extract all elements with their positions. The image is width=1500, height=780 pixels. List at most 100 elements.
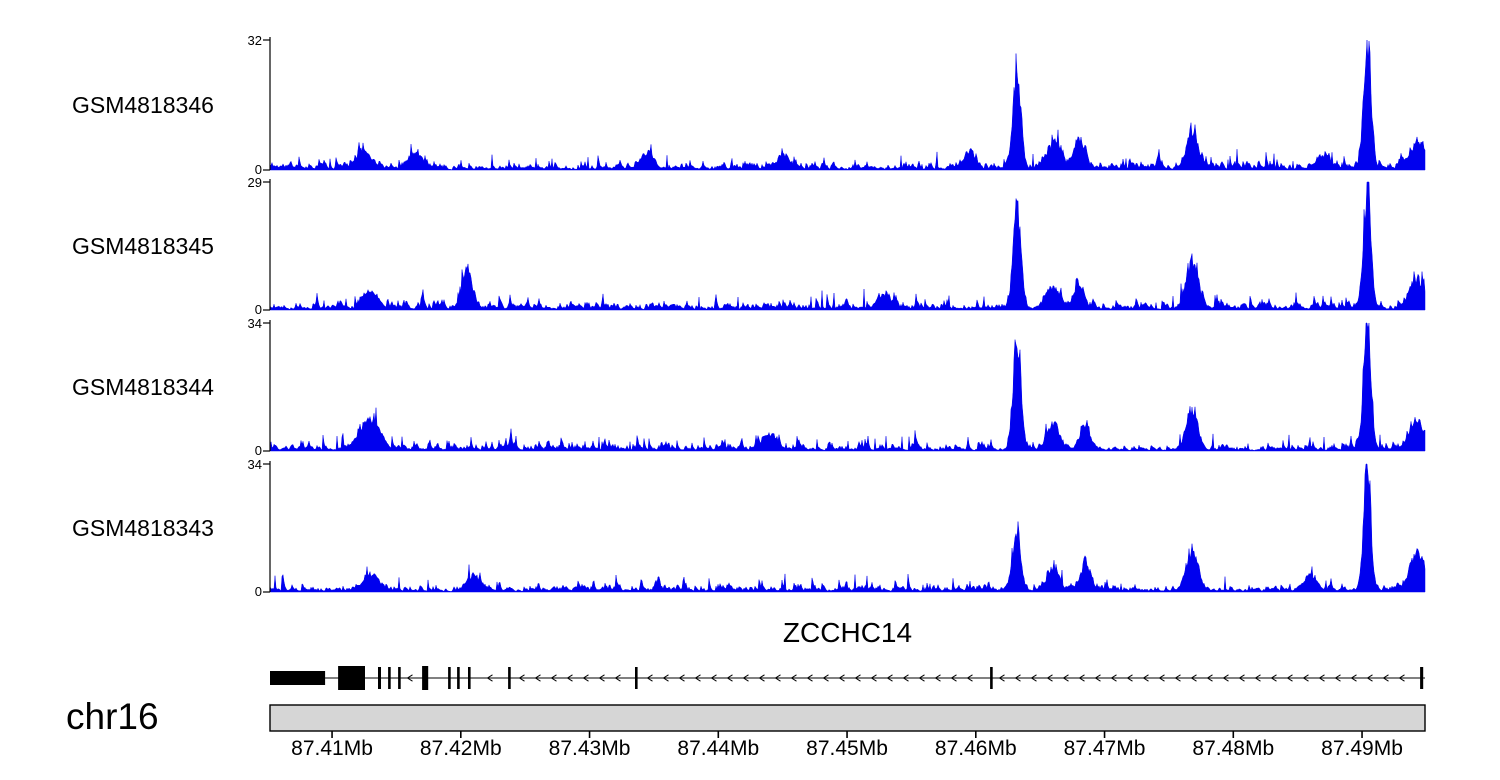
strand-arrow-icon xyxy=(1030,674,1037,682)
track-label-gsm4818344: GSM4818344 xyxy=(72,374,214,400)
track-label-gsm4818345: GSM4818345 xyxy=(72,233,214,259)
coverage-track-GSM4818343 xyxy=(263,461,1426,593)
strand-arrow-icon xyxy=(550,674,557,682)
strand-arrow-icon xyxy=(1318,674,1325,682)
chromosome-bar xyxy=(269,704,1426,732)
strand-arrow-icon xyxy=(678,674,685,682)
strand-arrow-icon xyxy=(918,674,925,682)
axis-tick-label: 87.45Mb xyxy=(806,737,888,760)
strand-arrow-icon xyxy=(790,674,797,682)
strand-arrow-icon xyxy=(1078,674,1085,682)
strand-arrow-icon xyxy=(758,674,765,682)
exon-box xyxy=(270,671,326,685)
signal-area xyxy=(269,463,1426,593)
strand-arrow-icon xyxy=(1270,674,1277,682)
exon-box xyxy=(468,667,471,689)
exon-box xyxy=(635,667,638,689)
strand-arrow-icon xyxy=(534,674,541,682)
exon-box xyxy=(422,666,429,690)
axis-tick-label: 87.42Mb xyxy=(419,737,502,760)
yzero-label-track4: 0 xyxy=(254,584,262,599)
strand-arrow-icon xyxy=(582,674,589,682)
strand-arrow-icon xyxy=(1286,674,1293,682)
strand-arrow-icon xyxy=(1174,674,1181,682)
strand-arrow-icon xyxy=(1158,674,1165,682)
strand-arrow-icon xyxy=(1302,674,1309,682)
exon-box xyxy=(398,667,401,689)
exon-box xyxy=(338,666,365,690)
ymax-label-track3: 34 xyxy=(247,316,262,331)
strand-arrow-icon xyxy=(1014,674,1021,682)
strand-arrow-icon xyxy=(806,674,813,682)
strand-arrow-icon xyxy=(774,674,781,682)
coverage-track-GSM4818344 xyxy=(263,320,1426,452)
strand-arrow-icon xyxy=(646,674,653,682)
strand-arrow-icon xyxy=(1366,674,1373,682)
axis-tick-label: 87.47Mb xyxy=(1063,737,1146,760)
strand-arrow-icon xyxy=(854,674,861,682)
strand-arrow-icon xyxy=(966,674,973,682)
strand-arrow-icon xyxy=(518,674,525,682)
strand-arrow-icon xyxy=(998,674,1005,682)
strand-arrow-icon xyxy=(1062,674,1069,682)
chromosome-label: chr16 xyxy=(66,696,159,737)
strand-arrow-icon xyxy=(726,674,733,682)
axis-tick-label: 87.43Mb xyxy=(548,737,631,760)
strand-arrow-icon xyxy=(742,674,749,682)
strand-arrow-icon xyxy=(902,674,909,682)
signal-area xyxy=(269,39,1426,171)
strand-arrow-icon xyxy=(838,674,845,682)
exon-box xyxy=(388,667,391,689)
strand-arrow-icon xyxy=(1142,674,1149,682)
yzero-label-track2: 0 xyxy=(254,302,262,317)
ymax-label-track4: 34 xyxy=(247,457,262,472)
strand-arrow-icon xyxy=(870,674,877,682)
coverage-track-GSM4818346 xyxy=(263,37,1426,171)
strand-arrow-icon xyxy=(1334,674,1341,682)
strand-arrow-icon xyxy=(822,674,829,682)
axis-tick-label: 87.46Mb xyxy=(934,737,1017,760)
strand-arrow-icon xyxy=(1126,674,1133,682)
strand-arrow-icon xyxy=(1222,674,1229,682)
strand-arrow-icon xyxy=(1110,674,1117,682)
coverage-track-GSM4818345 xyxy=(263,179,1426,311)
strand-arrow-icon xyxy=(1206,674,1213,682)
exon-box xyxy=(457,667,460,689)
strand-arrow-icon xyxy=(614,674,621,682)
track-label-gsm4818343: GSM4818343 xyxy=(72,515,214,541)
axis-tick-label: 87.41Mb xyxy=(291,737,373,760)
strand-arrow-icon xyxy=(1046,674,1053,682)
strand-arrow-icon xyxy=(1350,674,1357,682)
chromosome-axis xyxy=(269,704,1426,738)
strand-arrow-icon xyxy=(886,674,893,682)
yzero-label-track3: 0 xyxy=(254,443,262,458)
exon-box xyxy=(1420,667,1424,689)
axis-tick-label: 87.49Mb xyxy=(1321,737,1403,760)
strand-arrow-icon xyxy=(1238,674,1245,682)
strand-arrow-icon xyxy=(934,674,941,682)
strand-arrow-icon xyxy=(566,674,573,682)
strand-arrow-icon xyxy=(486,674,493,682)
strand-arrow-icon xyxy=(1398,674,1405,682)
yzero-label-track1: 0 xyxy=(254,162,262,177)
strand-arrow-icon xyxy=(710,674,717,682)
ymax-label-track2: 29 xyxy=(247,175,262,190)
strand-arrow-icon xyxy=(1254,674,1261,682)
exon-box xyxy=(508,667,511,689)
gene-model-zcchc14 xyxy=(270,666,1425,690)
strand-arrow-icon xyxy=(1382,674,1389,682)
track-label-gsm4818346: GSM4818346 xyxy=(72,92,214,118)
strand-arrow-icon xyxy=(1190,674,1197,682)
exon-box xyxy=(378,667,381,689)
gene-name-label: ZCCHC14 xyxy=(782,617,913,648)
exon-box xyxy=(448,667,451,689)
strand-arrow-icon xyxy=(950,674,957,682)
exon-box xyxy=(990,667,993,689)
signal-area xyxy=(269,322,1426,452)
signal-area xyxy=(269,181,1426,311)
strand-arrow-icon xyxy=(406,674,413,682)
strand-arrow-icon xyxy=(662,674,669,682)
strand-arrow-icon xyxy=(1094,674,1101,682)
